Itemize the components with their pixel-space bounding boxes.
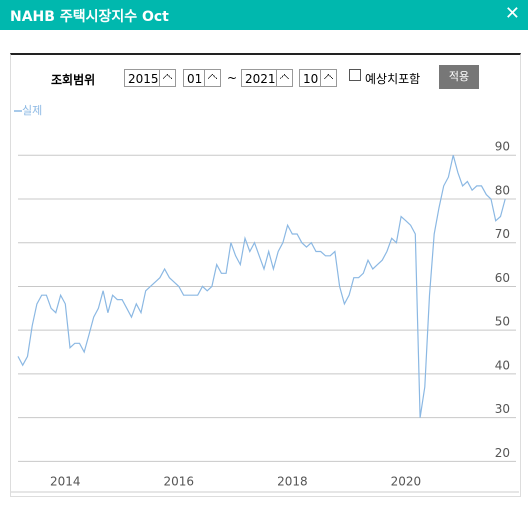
checkbox[interactable] xyxy=(349,69,361,81)
panel: 조회범위 2015 01 ~ 2021 10 예상치포함 적용 xyxy=(10,53,521,497)
y-tick-label: 70 xyxy=(495,227,510,241)
title-bar: NAHB 주택시장지수 Oct ✕ xyxy=(0,0,528,30)
title: NAHB 주택시장지수 Oct xyxy=(10,9,169,25)
y-tick-label: 20 xyxy=(495,446,510,460)
x-tick-label: 2018 xyxy=(277,475,308,489)
y-tick-label: 60 xyxy=(495,271,510,285)
y-tick-label: 30 xyxy=(495,402,510,416)
start-year-select[interactable]: 2015 xyxy=(124,69,176,87)
y-tick-label: 80 xyxy=(495,183,510,197)
separator: ~ xyxy=(227,71,238,85)
y-tick-label: 90 xyxy=(495,140,510,154)
x-tick-label: 2020 xyxy=(391,475,422,489)
x-tick-label: 2016 xyxy=(164,475,195,489)
start-month-select[interactable]: 01 xyxy=(183,69,221,87)
apply-button[interactable]: 적용 xyxy=(439,65,479,89)
legend-label: 실제 xyxy=(22,104,42,117)
close-button[interactable]: ✕ xyxy=(504,3,520,24)
y-tick-label: 40 xyxy=(495,358,510,372)
x-tick-label: 2014 xyxy=(50,475,81,489)
y-tick-label: 50 xyxy=(495,315,510,329)
line xyxy=(17,155,506,418)
end-month-select[interactable]: 10 xyxy=(299,69,337,87)
controls: 조회범위 2015 01 ~ 2021 10 예상치포함 적용 xyxy=(11,63,520,93)
checkbox-label: 예상치포함 xyxy=(365,72,421,86)
end-year-select[interactable]: 2021 xyxy=(241,69,293,87)
range-label: 조회범위 xyxy=(51,73,96,87)
